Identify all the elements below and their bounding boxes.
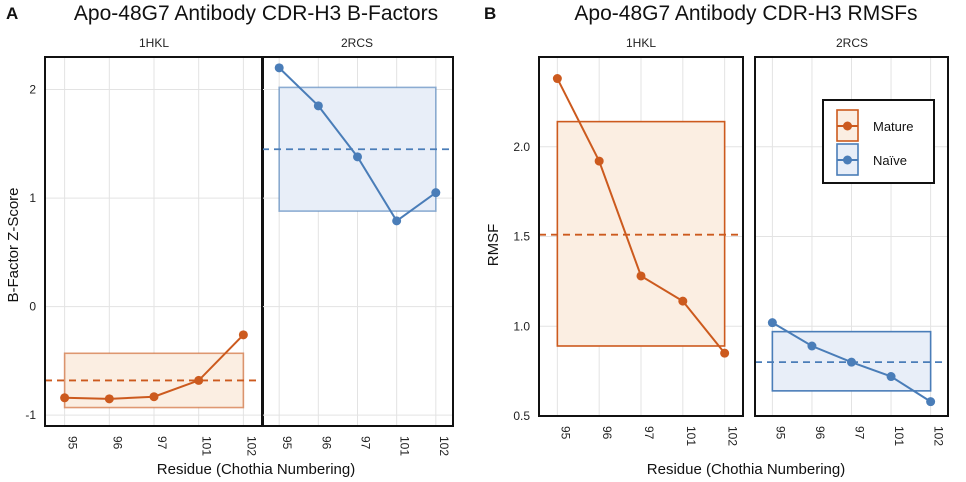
data-point-b-1-96 [594, 156, 604, 166]
data-point-a-2-97 [353, 152, 362, 162]
x-tick-label-a-1-97: 97 [155, 436, 169, 450]
x-tick-label-a-1-101: 101 [200, 436, 214, 456]
data-point-b-2-101 [886, 372, 896, 382]
facet-a-2: 95 96 97 101 102 [261, 56, 454, 456]
facet-border-b-1 [538, 56, 744, 417]
y-tick-label-a-1: 0 [29, 300, 36, 314]
chart-title-a: Apo-48G7 Antibody CDR-H3 B-Factors [74, 2, 438, 25]
y-tick-label-b-0: 0.5 [513, 409, 530, 423]
data-point-a-2-96 [313, 101, 323, 111]
data-point-a-1-97 [149, 392, 159, 402]
x-tick-label-b-2-102: 102 [932, 426, 946, 446]
data-point-a-1-101 [194, 375, 204, 385]
facet-label-b-1: 1HKL [626, 36, 656, 50]
facet-label-b-2: 2RCS [836, 36, 868, 50]
data-point-b-1-101 [678, 296, 688, 306]
x-tick-label-b-1-97: 97 [642, 426, 656, 440]
y-tick-label-a-3: 2 [29, 83, 36, 97]
facet-b-1: 95 96 97 101 102 [538, 56, 744, 446]
x-axis-title-b: Residue (Chothia Numbering) [647, 461, 845, 478]
data-point-a-2-102 [431, 188, 441, 198]
data-point-a-2-95 [274, 63, 284, 73]
data-point-a-2-101 [392, 216, 402, 226]
facet-b-2: 95 96 97 101 102 [754, 56, 949, 446]
x-tick-label-b-1-95: 95 [558, 426, 572, 440]
x-tick-label-b-1-101: 101 [684, 426, 698, 446]
y-tick-label-b-1: 1.0 [513, 319, 530, 333]
y-axis-title-a: B-Factor Z-Score [5, 187, 22, 302]
x-tick-label-a-2-95: 95 [280, 436, 294, 450]
data-point-b-2-97 [847, 357, 856, 367]
panel-letter-b: B [484, 4, 496, 23]
facet-label-a-2: 2RCS [341, 36, 373, 50]
panel-letter-a: A [6, 4, 18, 23]
x-tick-label-a-2-101: 101 [398, 436, 412, 456]
chart-title-b: Apo-48G7 Antibody CDR-H3 RMSFs [574, 2, 917, 25]
legend-label-naive: Naïve [873, 153, 907, 168]
y-axis-title-b: RMSF [485, 224, 502, 267]
x-tick-label-a-2-102: 102 [437, 436, 451, 456]
data-point-b-1-97 [636, 271, 646, 281]
x-tick-label-b-1-102: 102 [726, 426, 740, 446]
data-point-b-2-102 [926, 397, 936, 407]
facet-a-1: 95 96 97 101 102 [44, 56, 264, 456]
x-tick-label-b-2-95: 95 [773, 426, 787, 440]
y-tick-label-a-0: -1 [25, 408, 36, 422]
data-point-b-1-95 [552, 74, 562, 84]
legend-point-mature [843, 121, 852, 131]
x-tick-label-b-2-97: 97 [853, 426, 867, 440]
x-axis-title-a: Residue (Chothia Numbering) [157, 461, 355, 478]
facet-label-a-1: 1HKL [139, 36, 169, 50]
y-tick-label-b-3: 2.0 [513, 140, 530, 154]
x-tick-label-a-1-96: 96 [110, 436, 124, 450]
y-tick-label-a-2: 1 [29, 191, 36, 205]
x-tick-label-a-2-96: 96 [319, 436, 333, 450]
x-tick-label-a-1-102: 102 [244, 436, 258, 456]
y-tick-label-b-2: 1.5 [513, 230, 530, 244]
legend: Mature Naïve [822, 99, 935, 184]
x-tick-label-a-1-95: 95 [66, 436, 80, 450]
data-point-b-1-102 [720, 348, 730, 358]
data-point-a-1-102 [238, 330, 248, 340]
data-point-a-1-96 [104, 394, 114, 404]
legend-point-naive [843, 155, 852, 165]
facet-border-a-2 [261, 56, 454, 427]
x-tick-label-b-1-96: 96 [600, 426, 614, 440]
x-tick-label-b-2-96: 96 [813, 426, 827, 440]
x-tick-label-a-2-97: 97 [359, 436, 373, 450]
x-tick-label-b-2-101: 101 [892, 426, 906, 446]
data-point-a-1-95 [60, 393, 70, 403]
plot-layer: 95 96 97 101 102 95 96 97 101 102 -1 0 1 2 95 96 97 101 10… [25, 56, 949, 456]
data-point-b-2-96 [807, 341, 817, 351]
data-point-b-2-95 [767, 318, 777, 328]
facet-border-b-2 [754, 56, 949, 417]
legend-label-mature: Mature [873, 119, 913, 134]
